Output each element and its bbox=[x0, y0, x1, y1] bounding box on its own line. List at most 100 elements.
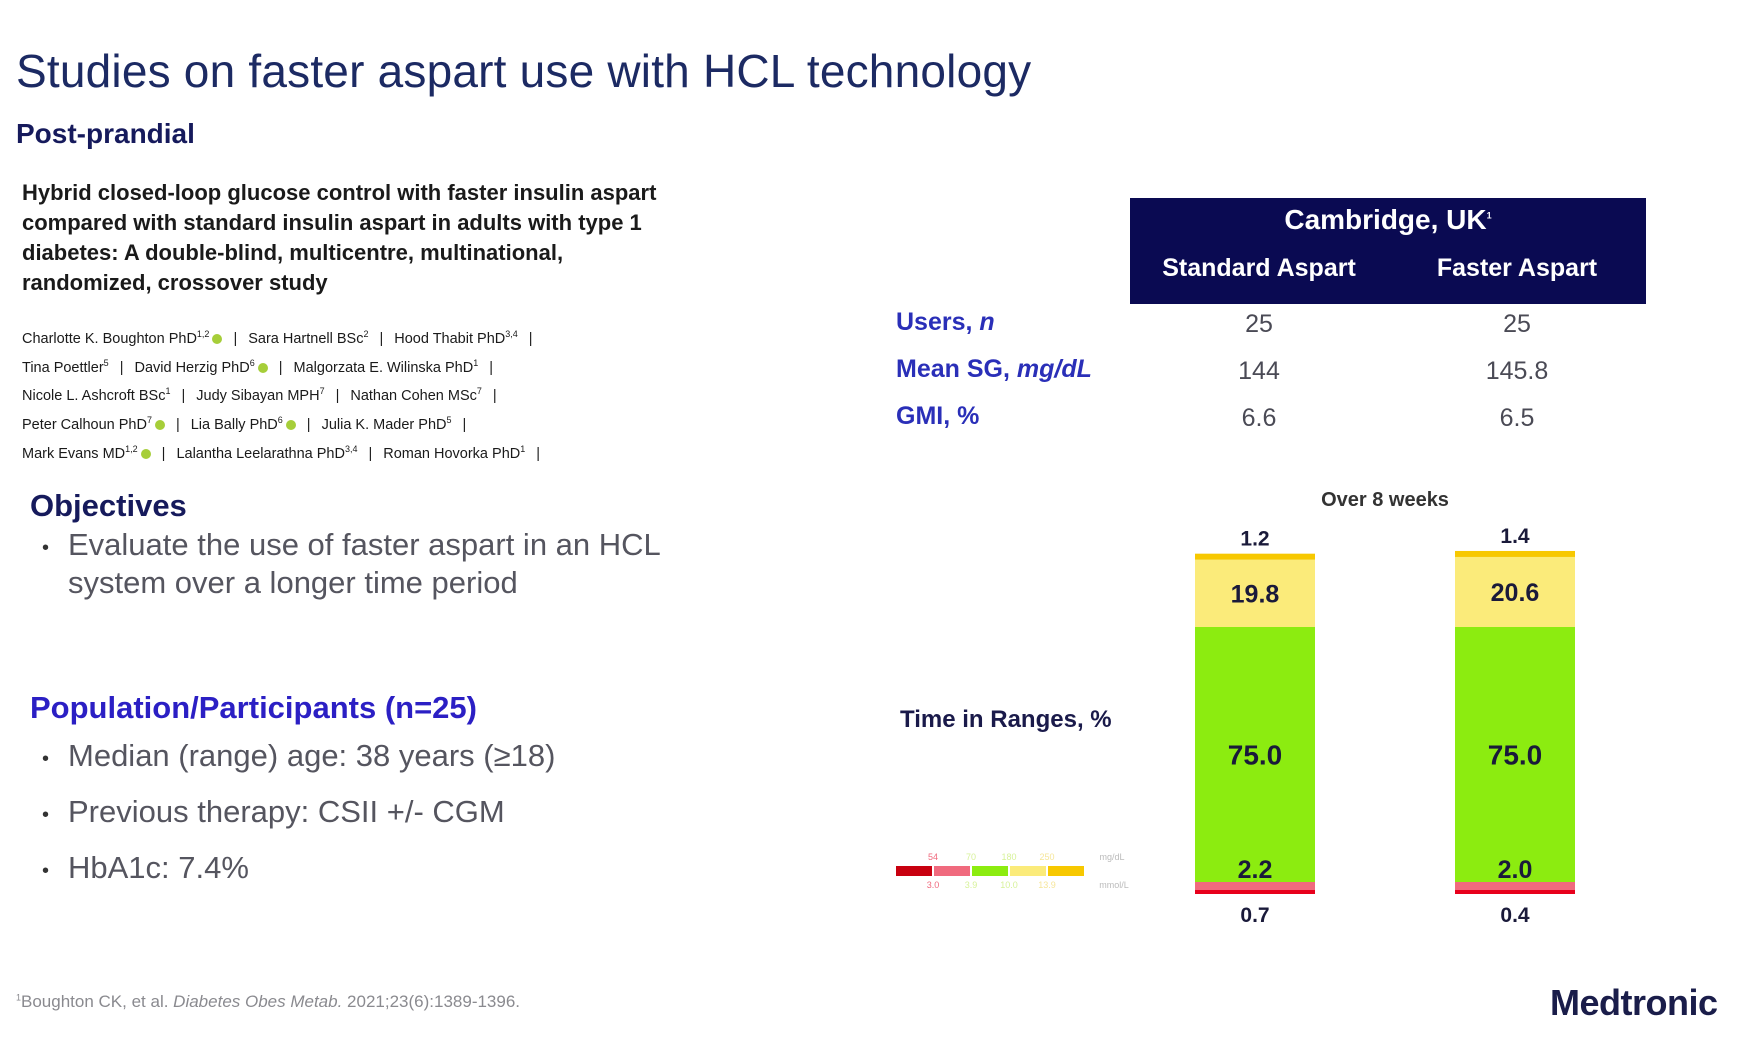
author-list: Charlotte K. Boughton PhD1,2 | Sara Hartne… bbox=[22, 322, 722, 466]
column-standard-aspart: Standard Aspart bbox=[1162, 254, 1356, 282]
chart-title: Over 8 weeks bbox=[1321, 489, 1449, 511]
population-list: • Median (range) age: 38 years (≥18) • P… bbox=[42, 737, 662, 905]
author-name: Julia K. Mader PhD5 bbox=[321, 415, 452, 434]
slide-title: Studies on faster aspart use with HCL te… bbox=[16, 45, 1032, 97]
bar-segment-very-low bbox=[1455, 890, 1575, 894]
author-separator: | bbox=[489, 359, 494, 376]
table-cell: 145.8 bbox=[1485, 357, 1549, 385]
data-label: 0.4 bbox=[1500, 904, 1530, 927]
population-text: Previous therapy: CSII +/- CGM bbox=[68, 794, 505, 829]
author-line: Nicole L. Ashcroft BSc1 | Judy Sibayan MPH… bbox=[22, 380, 722, 409]
population-text: HbA1c: 7.4% bbox=[68, 850, 249, 885]
author-separator: | bbox=[536, 446, 541, 463]
objectives-heading: Objectives bbox=[30, 488, 187, 523]
table-cell: 6.5 bbox=[1499, 404, 1535, 432]
data-label: 75.0 bbox=[1228, 740, 1283, 771]
bar-segment-very-high bbox=[1195, 553, 1315, 560]
author-separator: | bbox=[492, 388, 497, 405]
data-label: 75.0 bbox=[1488, 740, 1543, 771]
legend-tick-mgdl: 180 bbox=[1001, 852, 1016, 862]
legend-tick-mmol: 3.9 bbox=[965, 880, 978, 890]
orcid-icon bbox=[285, 420, 296, 431]
y-axis-label: Time in Ranges, % bbox=[900, 706, 1112, 733]
author-separator: | bbox=[278, 359, 283, 376]
bar-segment-high bbox=[1455, 556, 1575, 627]
legend-tick-mmol: 3.0 bbox=[927, 880, 940, 890]
orcid-icon bbox=[257, 362, 268, 373]
glucose-range-legend: 54 70 180 250 3.0 3.9 10.0 13.9 mg/dL mmol/L bbox=[896, 852, 1129, 890]
author-name: Malgorzata E. Wilinska PhD1 bbox=[293, 357, 479, 376]
legend-tick-mgdl: 250 bbox=[1039, 852, 1054, 862]
row-label-mean-sg: Mean SG, mg/dL bbox=[896, 355, 1092, 383]
table-cell: 6.6 bbox=[1241, 404, 1277, 432]
author-separator: | bbox=[379, 330, 384, 347]
orcid-icon bbox=[154, 420, 165, 431]
legend-swatch bbox=[972, 866, 1008, 876]
objective-text: Evaluate the use of faster aspart in an … bbox=[68, 527, 660, 600]
bar-segment-high bbox=[1195, 559, 1315, 627]
data-label: 2.2 bbox=[1238, 856, 1273, 884]
bar-segment-in-range bbox=[1455, 627, 1575, 882]
table-cell: 144 bbox=[1238, 357, 1280, 385]
data-label: 1.4 bbox=[1500, 525, 1530, 548]
table-cell: 25 bbox=[1245, 310, 1273, 338]
bar-segment-low bbox=[1455, 882, 1575, 890]
legend-swatch bbox=[896, 866, 932, 876]
author-separator: | bbox=[528, 330, 533, 347]
slide-subtitle: Post-prandial bbox=[16, 118, 195, 149]
author-line: Charlotte K. Boughton PhD1,2 | Sara Hartne… bbox=[22, 322, 722, 351]
author-separator: | bbox=[181, 388, 186, 405]
footnote: 1Boughton CK, et al. Diabetes Obes Metab… bbox=[16, 992, 521, 1011]
objective-item: • Evaluate the use of faster aspart in a… bbox=[42, 526, 662, 602]
time-in-range-chart: Over 8 weeks 0.7 2.2 75.0 19.8 1.2 0.4 2.0 75.0… bbox=[1195, 489, 1575, 927]
site-heading: Cambridge, UK1 bbox=[1284, 204, 1492, 235]
author-separator: | bbox=[233, 330, 238, 347]
author-name: David Herzig PhD6 bbox=[134, 357, 255, 376]
author-name: Judy Sibayan MPH7 bbox=[196, 386, 325, 405]
data-label: 1.2 bbox=[1240, 528, 1269, 551]
author-name: Nathan Cohen MSc7 bbox=[350, 386, 482, 405]
author-name: Lia Bally PhD6 bbox=[190, 415, 283, 434]
population-item: • Median (range) age: 38 years (≥18) bbox=[42, 737, 662, 793]
author-name: Nicole L. Ashcroft BSc1 bbox=[22, 386, 171, 405]
column-faster-aspart: Faster Aspart bbox=[1436, 254, 1598, 282]
author-separator: | bbox=[368, 446, 373, 463]
population-text: Median (range) age: 38 years (≥18) bbox=[68, 738, 556, 773]
author-separator: | bbox=[161, 446, 166, 463]
data-label: 20.6 bbox=[1491, 579, 1540, 607]
paper-title: Hybrid closed-loop glucose control with … bbox=[22, 180, 657, 295]
author-name: Mark Evans MD1,2 bbox=[22, 444, 138, 463]
author-name: Tina Poettler5 bbox=[22, 357, 109, 376]
bullet-icon: • bbox=[42, 804, 50, 826]
legend-tick-mgdl: 54 bbox=[928, 852, 938, 862]
author-name: Sara Hartnell BSc2 bbox=[248, 329, 369, 347]
population-heading: Population/Participants (n=25) bbox=[30, 690, 477, 725]
medtronic-logo: Medtronic bbox=[1550, 982, 1718, 1023]
bar-segment-very-high bbox=[1455, 550, 1575, 557]
legend-tick-mmol: 10.0 bbox=[1000, 880, 1018, 890]
author-name: Hood Thabit PhD3,4 bbox=[394, 329, 518, 347]
author-line: Mark Evans MD1,2 | Lalantha Leelarathna Ph… bbox=[22, 437, 722, 466]
bar-segment-very-low bbox=[1195, 890, 1315, 894]
data-label: 0.7 bbox=[1240, 904, 1269, 927]
bar-segment-in-range bbox=[1195, 627, 1315, 882]
bar-segment-low bbox=[1195, 882, 1315, 890]
author-separator: | bbox=[462, 417, 467, 434]
bar-group: 0.7 2.2 75.0 19.8 1.2 0.4 2.0 75.0 20.6 1.4 bbox=[1195, 525, 1575, 927]
table-header: Cambridge, UK1 Standard Aspart Faster As… bbox=[1130, 198, 1646, 304]
row-label-users: Users, n bbox=[896, 308, 995, 336]
legend-unit-mmol: mmol/L bbox=[1099, 880, 1129, 890]
legend-swatch bbox=[1048, 866, 1084, 876]
author-name: Roman Hovorka PhD1 bbox=[383, 444, 526, 463]
author-name: Peter Calhoun PhD7 bbox=[22, 415, 152, 434]
author-separator: | bbox=[306, 417, 311, 434]
author-name: Charlotte K. Boughton PhD1,2 bbox=[22, 329, 210, 347]
author-line: Tina Poettler5 | David Herzig PhD6 | Malgorz… bbox=[22, 351, 722, 380]
legend-unit-mgdl: mg/dL bbox=[1099, 852, 1124, 862]
bullet-icon: • bbox=[42, 860, 50, 882]
legend-tick-mgdl: 70 bbox=[966, 852, 976, 862]
data-label: 19.8 bbox=[1231, 580, 1280, 608]
data-label: 2.0 bbox=[1498, 856, 1533, 884]
orcid-icon bbox=[140, 449, 151, 460]
author-name: Lalantha Leelarathna PhD3,4 bbox=[176, 444, 358, 463]
